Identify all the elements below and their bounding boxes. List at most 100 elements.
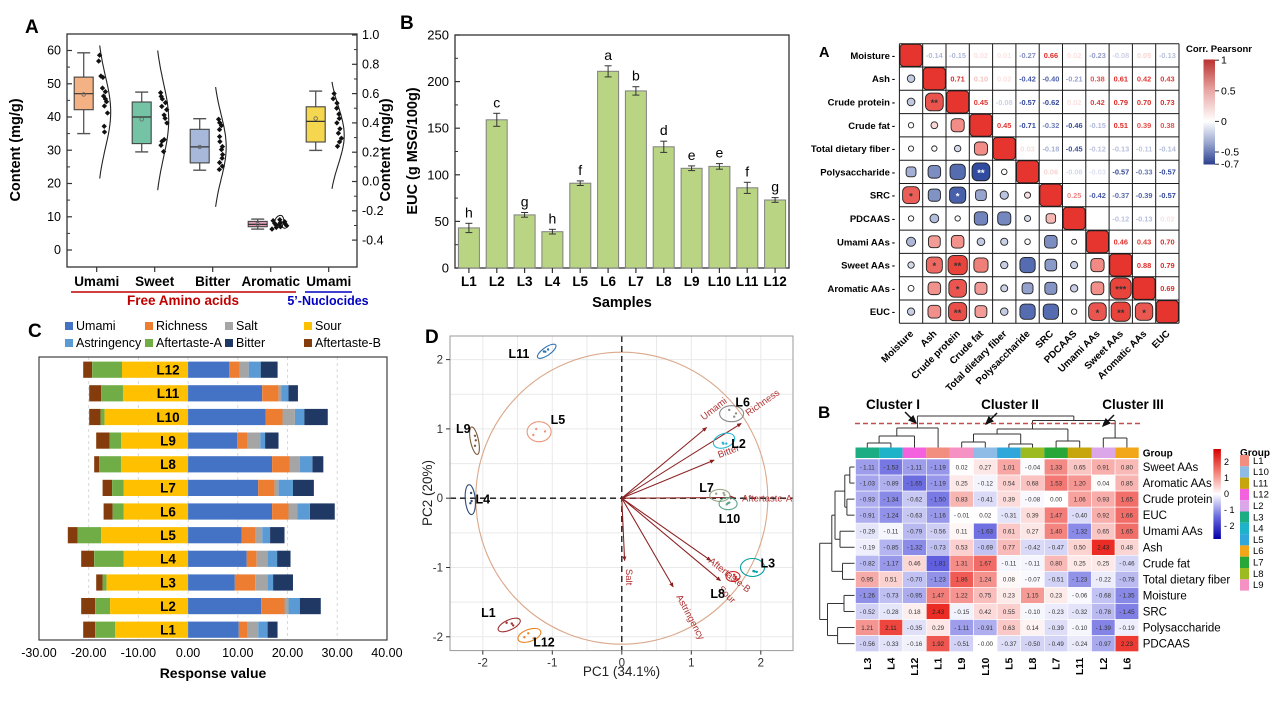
svg-text:-0.4: -0.4 — [362, 233, 384, 247]
svg-text:L7: L7 — [1253, 558, 1264, 569]
svg-text:h: h — [549, 210, 557, 226]
svg-text:-20.00: -20.00 — [71, 646, 106, 660]
svg-text:-0.08: -0.08 — [1112, 51, 1129, 60]
svg-text:-1: -1 — [547, 658, 557, 670]
svg-text:Content (mg/g): Content (mg/g) — [8, 98, 24, 201]
svg-text:-0.32: -0.32 — [1042, 121, 1059, 130]
svg-text:-2: -2 — [433, 632, 443, 644]
svg-text:L1: L1 — [933, 657, 945, 669]
svg-text:0.39: 0.39 — [1026, 512, 1039, 519]
svg-text:L12: L12 — [533, 635, 555, 649]
svg-text:PDCAAS -: PDCAAS - — [850, 214, 895, 225]
svg-text:0.0: 0.0 — [362, 175, 379, 189]
svg-text:0.91: 0.91 — [1097, 464, 1110, 471]
svg-text:Umami AAs -: Umami AAs - — [837, 237, 895, 248]
svg-text:0.46: 0.46 — [908, 561, 921, 568]
svg-text:-0.14: -0.14 — [1159, 144, 1177, 153]
svg-text:- 1.24: - 1.24 — [883, 512, 899, 519]
svg-text:Salt: Salt — [623, 569, 634, 586]
svg-text:0.39: 0.39 — [1137, 121, 1151, 130]
svg-text:*: * — [956, 191, 960, 202]
svg-text:- 0.78: - 0.78 — [1119, 577, 1135, 584]
svg-text:EUC -: EUC - — [870, 307, 895, 318]
svg-text:B: B — [400, 13, 414, 34]
svg-text:L10: L10 — [980, 657, 992, 675]
svg-text:-0.71: -0.71 — [1019, 121, 1036, 130]
svg-text:0.6: 0.6 — [362, 87, 379, 101]
svg-text:A: A — [25, 17, 39, 38]
svg-text:**: ** — [977, 168, 985, 179]
svg-text:2.11: 2.11 — [885, 625, 897, 632]
svg-text:- 0.93: - 0.93 — [860, 496, 876, 503]
svg-text:L5: L5 — [160, 528, 176, 543]
svg-text:Polysaccharide -: Polysaccharide - — [820, 167, 895, 178]
svg-text:1.47: 1.47 — [1050, 512, 1063, 519]
svg-text:Salt: Salt — [236, 319, 258, 333]
svg-text:1.24: 1.24 — [979, 577, 992, 584]
svg-text:Total dietary fiber -: Total dietary fiber - — [811, 144, 895, 155]
svg-text:0.70: 0.70 — [1160, 238, 1174, 247]
svg-text:0.27: 0.27 — [979, 464, 992, 471]
svg-text:- 1.50: - 1.50 — [930, 496, 946, 503]
svg-text:- 0.29: - 0.29 — [860, 529, 876, 536]
svg-text:- 1.45: - 1.45 — [1119, 609, 1135, 616]
svg-text:Aftertaste-A: Aftertaste-A — [742, 494, 793, 505]
svg-text:d: d — [660, 122, 668, 138]
svg-text:Cluster I: Cluster I — [866, 397, 920, 412]
svg-text:-0.40: -0.40 — [1042, 75, 1059, 84]
svg-text:EUC (g MSG/100g): EUC (g MSG/100g) — [405, 87, 421, 214]
svg-text:- 0.62: - 0.62 — [907, 496, 923, 503]
svg-text:- 0.37: - 0.37 — [1001, 641, 1017, 648]
svg-text:L10: L10 — [1253, 467, 1269, 478]
svg-text:- 0.56: - 0.56 — [930, 529, 946, 536]
svg-text:150: 150 — [427, 121, 449, 136]
svg-text:c: c — [493, 94, 500, 110]
svg-text:- 1.11: - 1.11 — [954, 625, 969, 632]
svg-text:Total dietary fiber: Total dietary fiber — [1143, 574, 1231, 586]
svg-text:0.71: 0.71 — [950, 75, 964, 84]
svg-text:0: 0 — [1221, 116, 1227, 128]
svg-text:L9: L9 — [160, 433, 176, 448]
svg-text:0.54: 0.54 — [1003, 480, 1016, 487]
svg-text:0.00: 0.00 — [1050, 496, 1063, 503]
svg-text:0: 0 — [442, 261, 449, 276]
svg-text:- 0.85: - 0.85 — [883, 545, 899, 552]
svg-text:0.02: 0.02 — [979, 512, 992, 519]
svg-text:Astringency: Astringency — [673, 593, 706, 642]
svg-text:1.66: 1.66 — [1121, 512, 1134, 519]
svg-text:0: 0 — [1224, 489, 1229, 499]
svg-text:EUC: EUC — [1150, 329, 1172, 351]
svg-text:0.42: 0.42 — [1090, 98, 1104, 107]
svg-text:Polysaccharide: Polysaccharide — [1143, 623, 1221, 635]
svg-text:L7: L7 — [160, 481, 176, 496]
svg-text:Umami AAs: Umami AAs — [1143, 526, 1203, 538]
svg-text:0.42: 0.42 — [979, 609, 992, 616]
svg-text:L8: L8 — [656, 274, 672, 289]
svg-text:0.05: 0.05 — [1137, 51, 1151, 60]
svg-text:- 0.07: - 0.07 — [1025, 577, 1041, 584]
svg-text:L5: L5 — [572, 274, 588, 289]
svg-text:**: ** — [931, 98, 939, 109]
svg-text:Content (mg/g): Content (mg/g) — [378, 98, 394, 201]
svg-text:-0.13: -0.13 — [1136, 214, 1153, 223]
svg-text:0.02: 0.02 — [997, 75, 1011, 84]
svg-text:Cluster III: Cluster III — [1102, 397, 1164, 412]
svg-text:A: A — [819, 45, 830, 61]
svg-text:Sweet AAs: Sweet AAs — [1143, 462, 1199, 474]
svg-text:Sweet AAs -: Sweet AAs - — [841, 261, 895, 272]
svg-text:0.00: 0.00 — [176, 646, 200, 660]
svg-text:L5: L5 — [1003, 657, 1015, 669]
svg-text:- 0.11: - 0.11 — [1025, 561, 1040, 568]
svg-text:Umami: Umami — [74, 274, 119, 289]
svg-text:L4: L4 — [476, 493, 491, 507]
svg-text:- 0.41: - 0.41 — [978, 496, 994, 503]
svg-text:- 0.16: - 0.16 — [907, 641, 923, 648]
svg-text:-0.15: -0.15 — [1089, 121, 1106, 130]
svg-text:0.45: 0.45 — [997, 121, 1011, 130]
svg-text:0.11: 0.11 — [956, 529, 968, 536]
svg-text:- 0.11: - 0.11 — [1001, 561, 1016, 568]
svg-text:L11: L11 — [157, 386, 180, 401]
svg-text:Cluster II: Cluster II — [981, 397, 1039, 412]
svg-text:- 0.97: - 0.97 — [1096, 641, 1112, 648]
svg-text:- 0.08: - 0.08 — [1025, 496, 1041, 503]
